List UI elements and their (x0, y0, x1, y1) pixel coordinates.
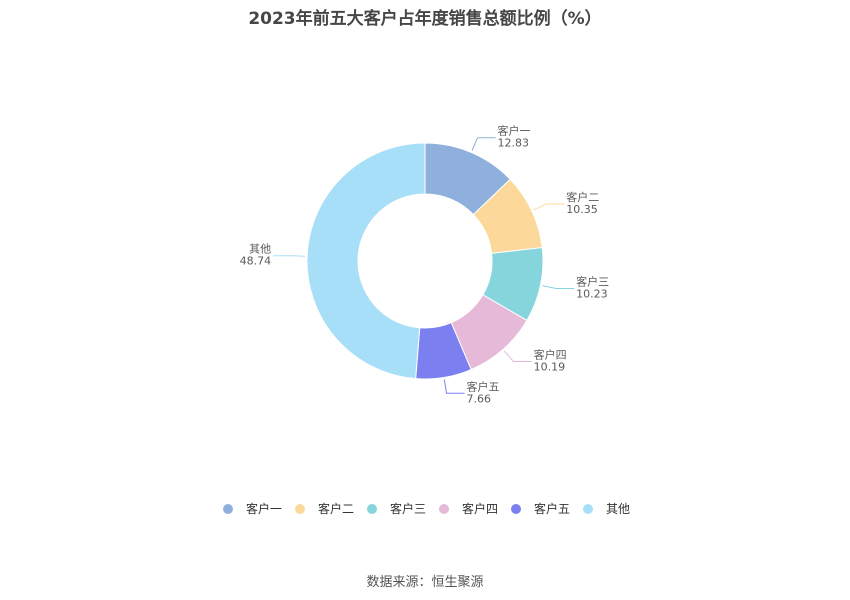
leader-line-6 (273, 255, 306, 257)
chart-title: 2023年前五大客户占年度销售总额比例（%） (248, 9, 602, 29)
legend-marker-6[interactable] (583, 504, 593, 514)
slice-label-name-6: 其他 (249, 243, 271, 256)
leader-line-2 (533, 203, 565, 211)
legend-marker-4[interactable] (439, 504, 449, 514)
leader-line-5 (443, 379, 465, 394)
legend-label-1[interactable]: 客户一 (246, 501, 282, 516)
leader-line-3 (542, 285, 575, 290)
legend-label-6[interactable]: 其他 (606, 502, 630, 516)
legend-label-3[interactable]: 客户三 (390, 501, 426, 516)
slice-label-name-1: 客户一 (498, 124, 531, 138)
slice-6 (306, 142, 426, 380)
legend-marker-2[interactable] (295, 504, 305, 514)
leader-line-4 (503, 350, 532, 363)
slice-label-value-4: 10.19 (534, 361, 566, 374)
slice-label-name-5: 客户五 (467, 379, 500, 393)
slice-label-value-5: 7.66 (467, 392, 492, 405)
slice-label-name-4: 客户四 (534, 348, 567, 362)
legend-marker-5[interactable] (511, 504, 521, 514)
data-source: 数据来源：恒生聚源 (366, 575, 484, 590)
slice-label-name-3: 客户三 (576, 275, 609, 289)
slice-label-value-3: 10.23 (576, 288, 608, 301)
legend-marker-3[interactable] (367, 504, 377, 514)
slice-label-value-1: 12.83 (498, 137, 530, 150)
legend: 客户一 客户二 客户三 客户四 客户五 其他 (223, 501, 630, 516)
leader-line-1 (471, 137, 496, 151)
pie-slices (306, 142, 544, 380)
slice-label-name-2: 客户二 (566, 190, 599, 204)
slice-label-value-6: 48.74 (240, 255, 272, 268)
legend-label-5[interactable]: 客户五 (534, 501, 570, 516)
legend-marker-1[interactable] (223, 504, 233, 514)
legend-label-2[interactable]: 客户二 (318, 501, 354, 516)
slice-label-value-2: 10.35 (566, 203, 598, 216)
legend-label-4[interactable]: 客户四 (462, 501, 498, 516)
